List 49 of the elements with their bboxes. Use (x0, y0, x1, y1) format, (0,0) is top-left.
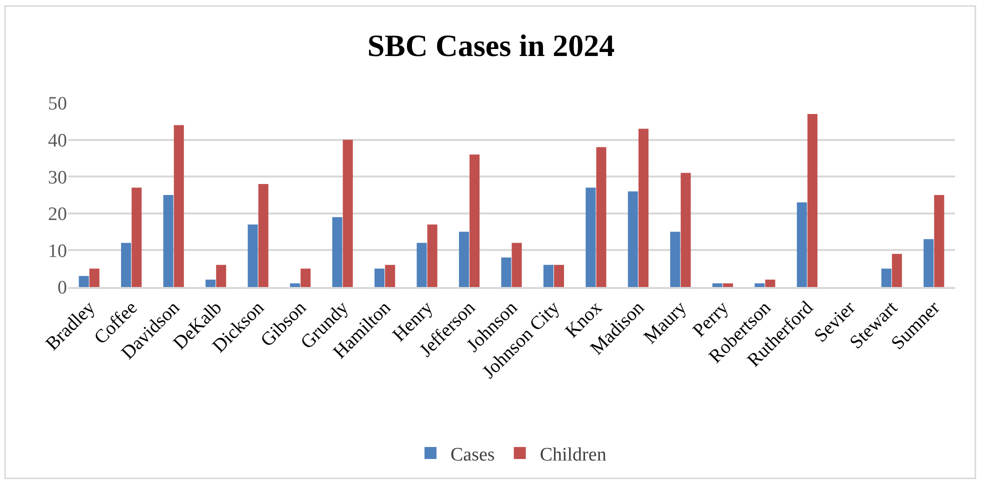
bar (712, 283, 722, 287)
bar (754, 283, 765, 287)
bar (216, 264, 226, 287)
bar (796, 202, 807, 287)
bar (385, 264, 396, 287)
bar (78, 276, 89, 287)
bar (881, 268, 892, 287)
bar (258, 184, 268, 287)
y-tick-label: 0 (58, 278, 67, 299)
bar (342, 140, 353, 287)
y-tick-label: 30 (48, 167, 67, 188)
bar (512, 242, 522, 287)
bar (416, 242, 427, 287)
bar (458, 232, 469, 287)
bar (470, 154, 480, 287)
legend-label: Children (540, 444, 607, 466)
bar (121, 242, 132, 287)
bar (722, 283, 733, 287)
bar (680, 172, 691, 287)
bar (248, 224, 258, 287)
bar (924, 239, 934, 287)
bar (892, 254, 902, 287)
bar (807, 114, 818, 287)
bar (628, 191, 638, 287)
bar (163, 195, 174, 287)
bar (132, 188, 142, 287)
bar (427, 224, 438, 287)
y-tick-label: 50 (48, 94, 67, 115)
bar (586, 188, 596, 287)
legend-label: Cases (450, 444, 495, 466)
bar (374, 268, 385, 287)
y-tick-label: 10 (48, 240, 67, 262)
bar (638, 128, 649, 287)
bar (332, 217, 342, 287)
bar (543, 264, 554, 287)
bar (174, 125, 184, 287)
bar (300, 268, 311, 287)
bar (501, 258, 512, 287)
bar (554, 264, 564, 287)
bar (290, 283, 300, 287)
bar (596, 147, 606, 287)
bar (934, 195, 944, 287)
bar (670, 232, 680, 287)
y-tick-label: 20 (48, 204, 67, 226)
bar (89, 268, 100, 287)
y-tick-label: 40 (48, 130, 67, 152)
bar (206, 280, 216, 287)
chart-title: SBC Cases in 2024 (367, 28, 615, 63)
bar (765, 280, 776, 287)
